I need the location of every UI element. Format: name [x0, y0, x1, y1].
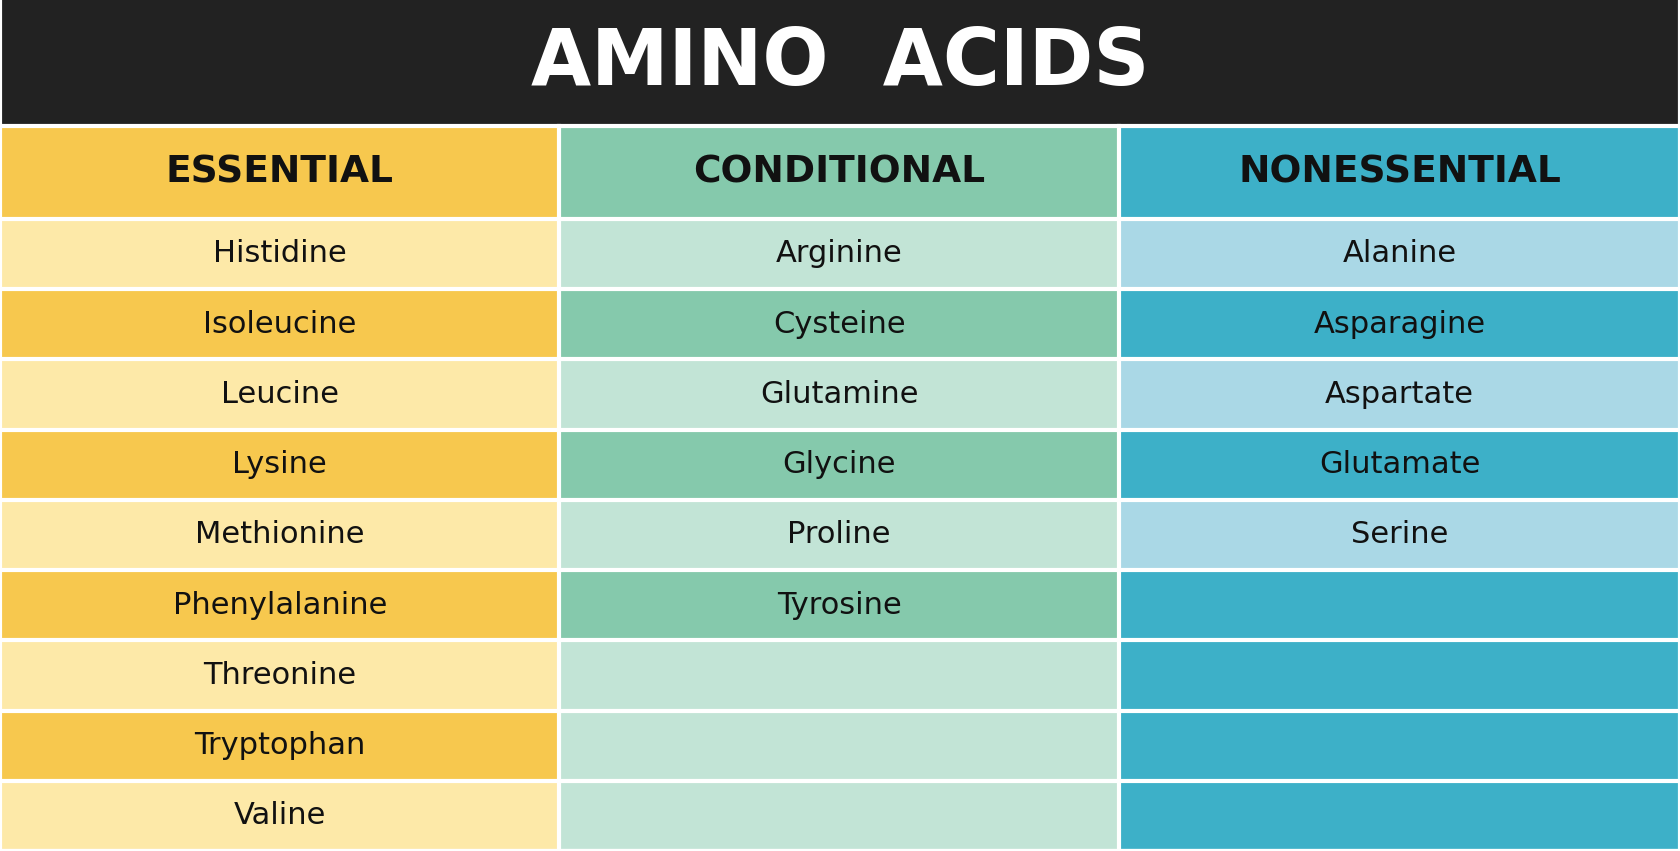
Text: Leucine: Leucine — [220, 380, 339, 408]
Bar — [1119, 570, 1680, 640]
Bar — [1119, 711, 1680, 780]
Bar — [0, 430, 559, 500]
Bar — [0, 780, 559, 851]
Bar — [0, 126, 559, 219]
Bar — [559, 780, 1119, 851]
Text: Proline: Proline — [788, 520, 890, 550]
Bar — [0, 219, 559, 289]
Text: Aspartate: Aspartate — [1326, 380, 1473, 408]
Text: NONESSENTIAL: NONESSENTIAL — [1238, 154, 1561, 191]
Text: Alanine: Alanine — [1342, 239, 1457, 268]
Text: CONDITIONAL: CONDITIONAL — [694, 154, 984, 191]
Bar — [559, 430, 1119, 500]
Text: Cysteine: Cysteine — [773, 310, 906, 339]
Text: Isoleucine: Isoleucine — [203, 310, 356, 339]
Bar — [0, 500, 559, 570]
Bar — [0, 0, 1680, 126]
Bar — [1119, 640, 1680, 711]
Text: Lysine: Lysine — [232, 450, 328, 479]
Bar — [559, 570, 1119, 640]
Text: Glutamate: Glutamate — [1319, 450, 1480, 479]
Bar — [559, 219, 1119, 289]
Bar — [1119, 289, 1680, 359]
Text: Valine: Valine — [234, 802, 326, 831]
Bar — [1119, 359, 1680, 430]
Bar — [1119, 500, 1680, 570]
Bar — [1119, 780, 1680, 851]
Bar — [1119, 430, 1680, 500]
Bar — [0, 359, 559, 430]
Text: Serine: Serine — [1351, 520, 1448, 550]
Text: AMINO  ACIDS: AMINO ACIDS — [531, 25, 1149, 101]
Text: Asparagine: Asparagine — [1314, 310, 1485, 339]
Text: Glutamine: Glutamine — [759, 380, 919, 408]
Bar — [559, 500, 1119, 570]
Bar — [0, 640, 559, 711]
Text: Phenylalanine: Phenylalanine — [173, 591, 386, 620]
Text: Tyrosine: Tyrosine — [776, 591, 902, 620]
Text: Glycine: Glycine — [783, 450, 895, 479]
Text: Arginine: Arginine — [776, 239, 902, 268]
Bar — [559, 359, 1119, 430]
Text: Histidine: Histidine — [213, 239, 346, 268]
Bar — [0, 711, 559, 780]
Bar — [559, 711, 1119, 780]
Bar — [0, 289, 559, 359]
Bar — [559, 289, 1119, 359]
Bar — [1119, 126, 1680, 219]
Text: Threonine: Threonine — [203, 661, 356, 690]
Text: Methionine: Methionine — [195, 520, 365, 550]
Bar — [559, 640, 1119, 711]
Bar — [0, 570, 559, 640]
Text: ESSENTIAL: ESSENTIAL — [166, 154, 393, 191]
Bar — [1119, 219, 1680, 289]
Text: Tryptophan: Tryptophan — [193, 731, 366, 760]
Bar — [559, 126, 1119, 219]
